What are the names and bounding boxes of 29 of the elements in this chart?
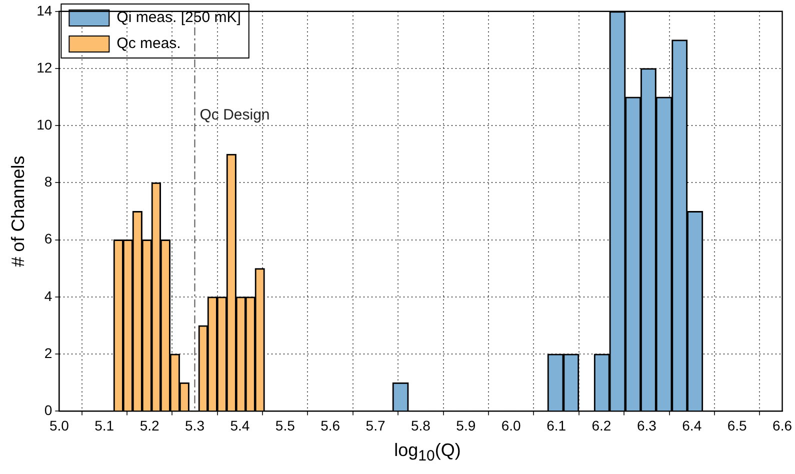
y-axis-title: # of Channels (8, 156, 28, 267)
x-tick-label: 5.4 (230, 417, 250, 434)
x-tick-label: 5.8 (410, 417, 431, 434)
x-tick-label: 6.0 (501, 417, 522, 434)
y-tick-label: 12 (36, 59, 52, 76)
x-tick-label: 6.1 (546, 417, 566, 434)
x-tick-label: 6.4 (682, 417, 702, 434)
x-tick-label: 6.6 (772, 417, 792, 434)
legend-label: Qc meas. (116, 35, 181, 52)
x-tick-label: 5.1 (94, 417, 114, 434)
x-tick-label: 6.2 (592, 417, 612, 434)
x-tick-label: 6.3 (636, 417, 657, 434)
y-tick-label: 6 (44, 230, 52, 247)
x-tick-label: 5.9 (456, 417, 476, 434)
x-tick-label: 5.2 (140, 417, 160, 434)
ref-line-label: Qc Design (200, 106, 270, 124)
y-tick-label: 10 (36, 116, 52, 132)
x-tick-label: 5.0 (49, 417, 70, 434)
y-tick-label: 2 (44, 344, 52, 361)
x-tick-label: 5.3 (185, 417, 205, 434)
y-tick-label: 8 (44, 174, 52, 190)
x-tick-label: 5.5 (275, 417, 296, 434)
y-tick-label: 14 (36, 2, 52, 18)
x-tick-label: 6.5 (727, 417, 748, 434)
y-tick-label: 0 (44, 402, 52, 418)
x-tick-label: 5.6 (320, 417, 340, 434)
x-axis-title: log$_{10}$(Q) (393, 440, 462, 465)
y-tick-label: 4 (44, 288, 52, 304)
x-tick-label: 5.7 (366, 417, 386, 434)
